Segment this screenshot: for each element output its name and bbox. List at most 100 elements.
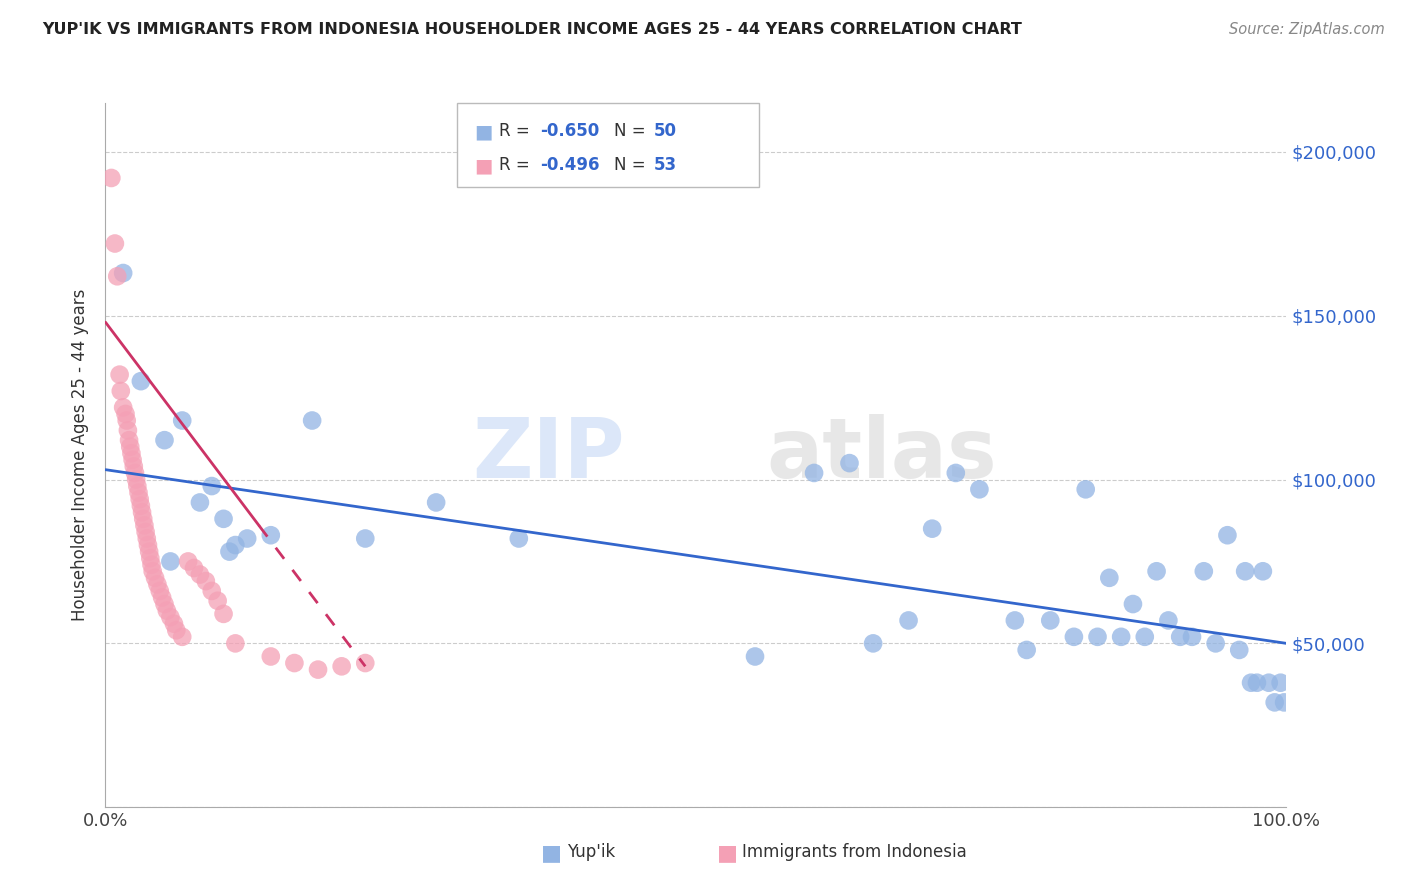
- Text: N =: N =: [614, 156, 651, 174]
- Point: [139, 551, 162, 566]
- Point: [135, 524, 157, 539]
- Point: [194, 574, 217, 588]
- Point: [136, 538, 159, 552]
- Point: [135, 532, 157, 546]
- Point: [159, 554, 181, 568]
- Point: [307, 663, 329, 677]
- Point: [1157, 614, 1180, 628]
- Point: [138, 544, 160, 558]
- Point: [165, 624, 187, 638]
- Point: [301, 413, 323, 427]
- Text: R =: R =: [499, 122, 536, 140]
- Point: [1181, 630, 1204, 644]
- Text: atlas: atlas: [766, 415, 998, 495]
- Point: [115, 413, 138, 427]
- Point: [117, 423, 139, 437]
- Point: [508, 532, 530, 546]
- Point: [153, 433, 176, 447]
- Point: [1063, 630, 1085, 644]
- Point: [201, 479, 224, 493]
- Point: [330, 659, 353, 673]
- Point: [127, 479, 149, 493]
- Point: [921, 522, 943, 536]
- Point: [100, 171, 122, 186]
- Text: N =: N =: [614, 122, 651, 140]
- Point: [172, 413, 194, 427]
- Point: [1257, 675, 1279, 690]
- Point: [124, 466, 146, 480]
- Point: [118, 433, 141, 447]
- Point: [969, 483, 991, 497]
- Point: [1234, 564, 1257, 578]
- Point: [156, 604, 179, 618]
- Y-axis label: Householder Income Ages 25 - 44 years: Householder Income Ages 25 - 44 years: [72, 289, 90, 621]
- Point: [1264, 695, 1286, 709]
- Point: [1004, 614, 1026, 628]
- Point: [183, 561, 205, 575]
- Point: [212, 607, 235, 621]
- Point: [1205, 636, 1227, 650]
- Point: [104, 236, 127, 251]
- Point: [1039, 614, 1062, 628]
- Text: R =: R =: [499, 156, 536, 174]
- Point: [120, 440, 142, 454]
- Point: [132, 512, 155, 526]
- Point: [146, 577, 169, 591]
- Point: [201, 583, 224, 598]
- Point: [283, 656, 305, 670]
- Text: Yup'ik: Yup'ik: [567, 843, 614, 861]
- Point: [425, 495, 447, 509]
- Point: [142, 564, 165, 578]
- Point: [141, 558, 163, 572]
- Point: [150, 591, 173, 605]
- Text: -0.496: -0.496: [540, 156, 599, 174]
- Text: 53: 53: [654, 156, 676, 174]
- Point: [1227, 643, 1250, 657]
- Point: [153, 597, 176, 611]
- Point: [125, 473, 148, 487]
- Text: YUP'IK VS IMMIGRANTS FROM INDONESIA HOUSEHOLDER INCOME AGES 25 - 44 YEARS CORREL: YUP'IK VS IMMIGRANTS FROM INDONESIA HOUS…: [42, 22, 1022, 37]
- Point: [260, 528, 283, 542]
- Point: [110, 384, 132, 398]
- Point: [112, 401, 135, 415]
- Point: [1074, 483, 1097, 497]
- Point: [122, 459, 145, 474]
- Point: [114, 407, 136, 421]
- Point: [260, 649, 283, 664]
- Point: [224, 538, 246, 552]
- Point: [163, 616, 186, 631]
- Point: [108, 368, 131, 382]
- Point: [129, 499, 152, 513]
- Text: ■: ■: [717, 844, 738, 863]
- Text: ■: ■: [474, 122, 492, 141]
- Point: [862, 636, 884, 650]
- Point: [1168, 630, 1191, 644]
- Point: [128, 492, 150, 507]
- Point: [236, 532, 259, 546]
- Point: [177, 554, 200, 568]
- Point: [121, 453, 143, 467]
- Point: [120, 446, 142, 460]
- Point: [838, 456, 860, 470]
- Point: [105, 269, 128, 284]
- Point: [224, 636, 246, 650]
- Point: [1133, 630, 1156, 644]
- Point: [1098, 571, 1121, 585]
- Point: [1109, 630, 1132, 644]
- Text: Immigrants from Indonesia: Immigrants from Indonesia: [742, 843, 967, 861]
- Point: [897, 614, 920, 628]
- Point: [188, 567, 211, 582]
- Text: Source: ZipAtlas.com: Source: ZipAtlas.com: [1229, 22, 1385, 37]
- Text: ■: ■: [474, 156, 492, 175]
- Text: -0.650: -0.650: [540, 122, 599, 140]
- Point: [218, 544, 240, 558]
- Point: [207, 594, 229, 608]
- Point: [354, 656, 377, 670]
- Text: 50: 50: [654, 122, 676, 140]
- Point: [149, 583, 172, 598]
- Point: [188, 495, 211, 509]
- Text: ■: ■: [541, 844, 562, 863]
- Point: [1216, 528, 1239, 542]
- Point: [945, 466, 967, 480]
- Point: [172, 630, 194, 644]
